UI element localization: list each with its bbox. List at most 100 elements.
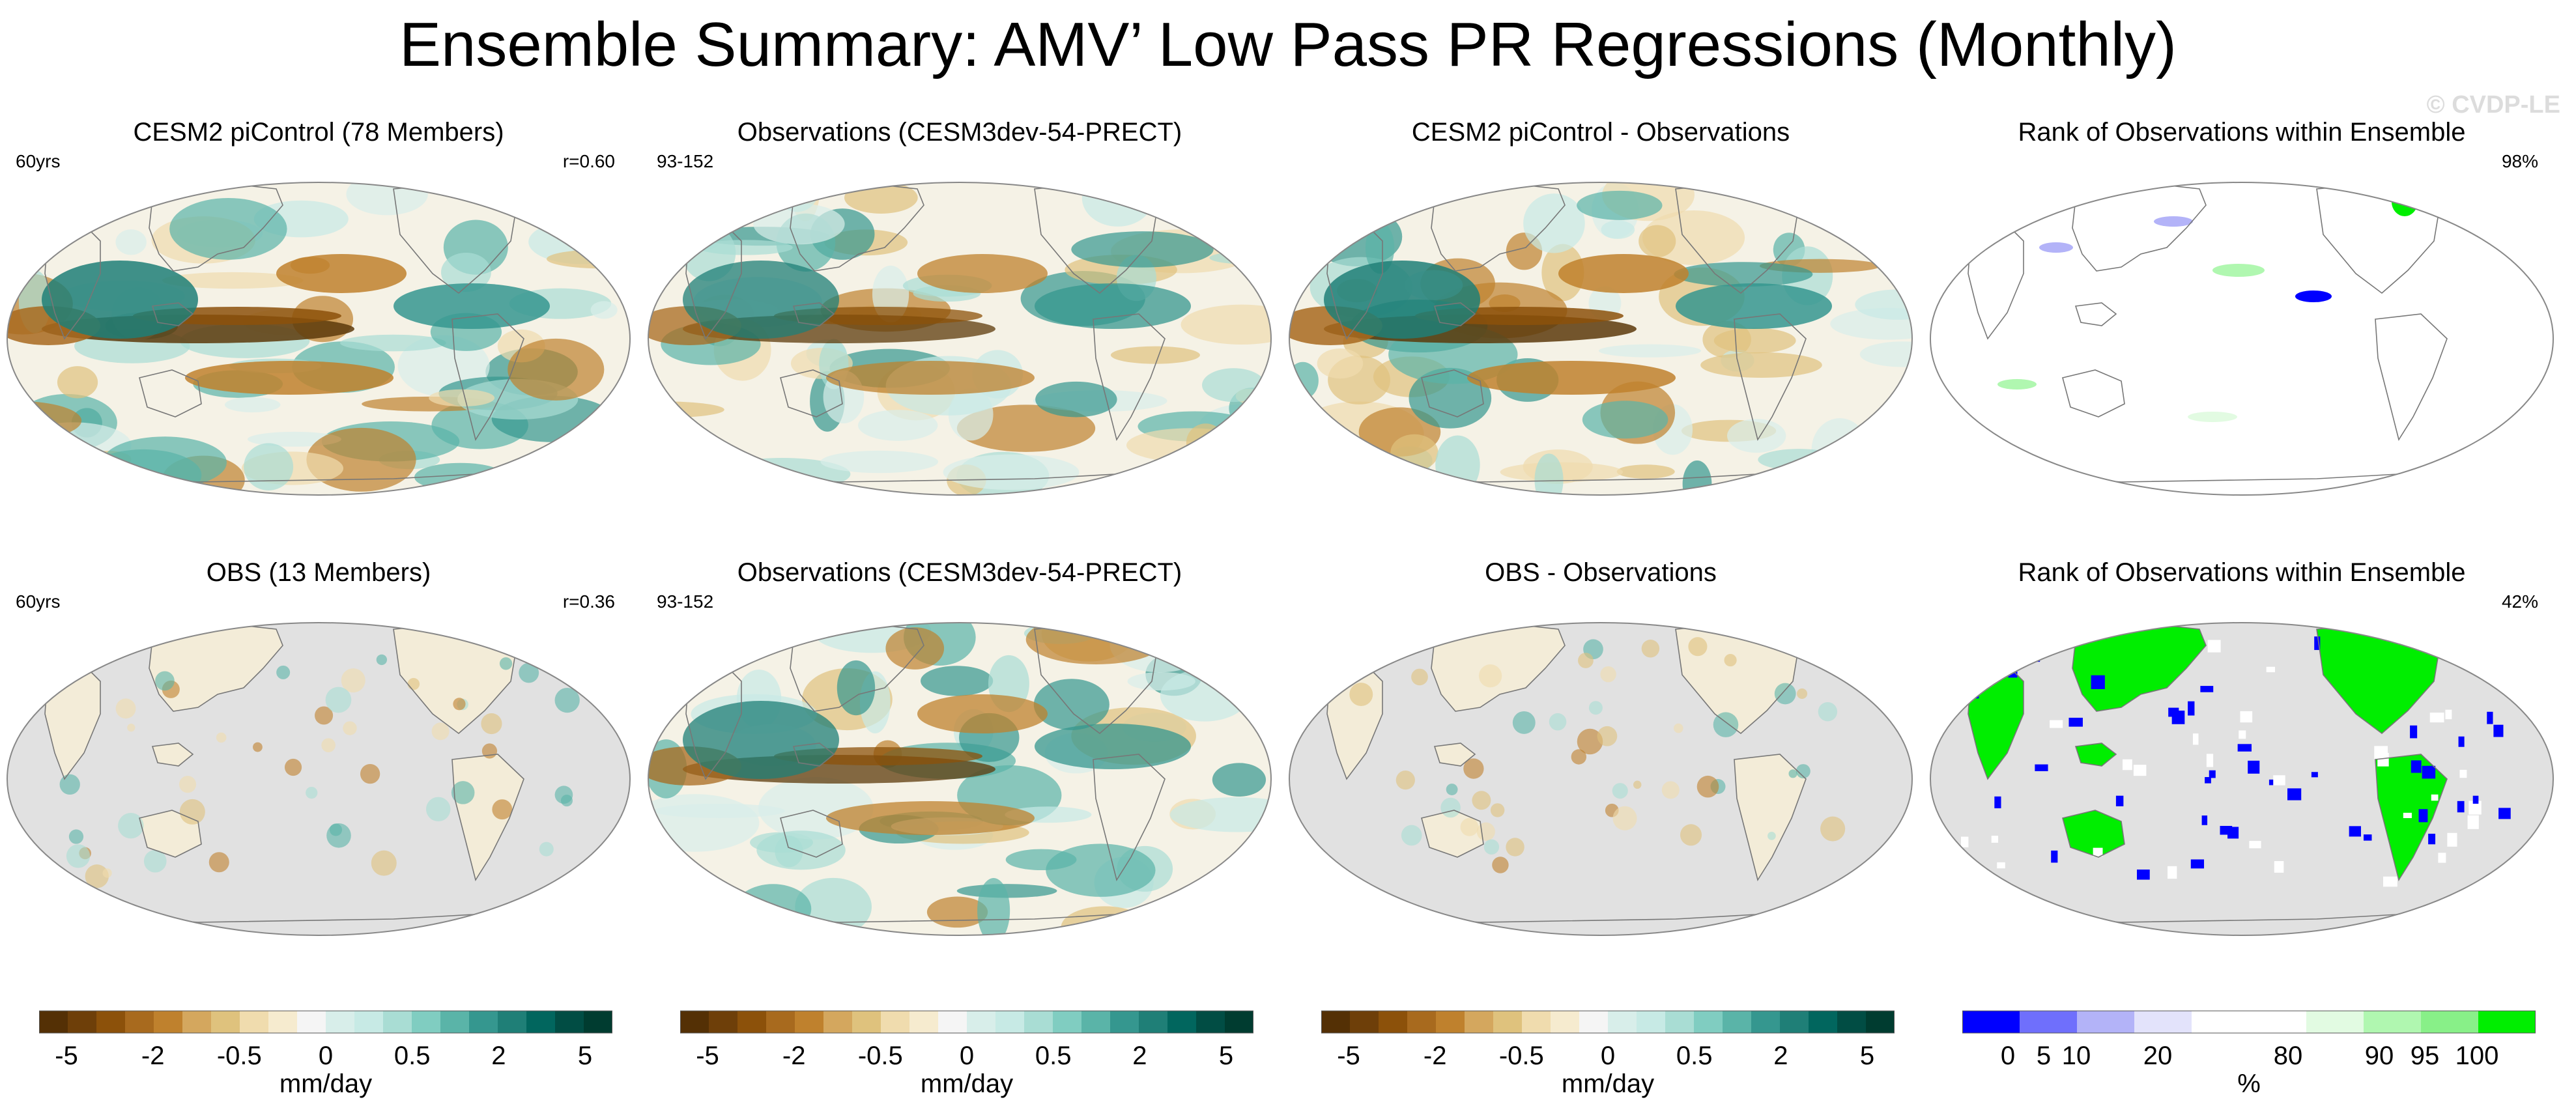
precip-blob <box>1577 190 1663 220</box>
land-precip-spot <box>1463 758 1484 779</box>
colorbar-tick-label: 5 <box>578 1041 592 1070</box>
rank-patch <box>2392 188 2418 216</box>
colorbar-tick-label: -2 <box>1424 1041 1447 1070</box>
map-outline <box>648 182 1272 496</box>
colorbar-swatch <box>1436 1011 1465 1033</box>
precip-blob <box>1317 348 1364 379</box>
rank-patch <box>2521 236 2542 246</box>
rank-cell <box>2273 775 2285 786</box>
rank-cell <box>2457 800 2465 813</box>
land-precip-spot <box>560 795 573 807</box>
land-precip-spot <box>1641 640 1660 658</box>
precip-blob <box>1297 182 1366 216</box>
colorbar-unit: mm/day <box>1561 1069 1655 1098</box>
colorbar-swatch <box>1665 1011 1695 1033</box>
colorbar-swatch <box>182 1011 212 1033</box>
precip-blob <box>1005 849 1077 871</box>
precip-blob <box>590 301 618 319</box>
rank-cell <box>2035 764 2048 771</box>
colorbar-swatch <box>1350 1011 1379 1033</box>
rank-cell <box>2201 815 2208 825</box>
colorbar-swatch <box>2306 1011 2364 1033</box>
land-precip-spot <box>115 698 136 719</box>
precip-band <box>1558 254 1689 293</box>
colorbar-swatch <box>680 1011 709 1033</box>
precip-blob <box>224 397 281 413</box>
rank-cell <box>2410 725 2418 739</box>
map-outline <box>1930 622 2554 936</box>
land-precip-spot <box>539 842 554 857</box>
colorbar-swatch <box>440 1011 470 1033</box>
coastline-europe <box>1216 203 1270 248</box>
panel-title: CESM2 piControl (78 Members) <box>133 118 504 147</box>
land-precip-spot <box>1549 713 1567 731</box>
land-precip-spot <box>306 786 318 799</box>
panel-right-label: r=0.36 <box>562 591 615 612</box>
colorbar-tick-label: 5 <box>1860 1041 1874 1070</box>
precip-blob <box>1212 763 1267 797</box>
colorbar-swatch <box>1196 1011 1225 1033</box>
rank-cell <box>2447 832 2457 847</box>
land-precip-spot <box>451 781 475 804</box>
precip-blob <box>1289 361 1319 399</box>
rank-patch <box>2212 264 2265 277</box>
rank-patch <box>1997 379 2037 390</box>
coastline-australia <box>780 369 843 418</box>
colorbar-swatch <box>909 1011 939 1033</box>
rank-cell <box>2438 853 2446 863</box>
colorbar-swatch <box>268 1011 298 1033</box>
colorbar-swatch <box>1694 1011 1723 1033</box>
colorbar-tick-label: -0.5 <box>1499 1041 1544 1070</box>
precip-blob <box>648 629 678 692</box>
coastline-south-america <box>451 313 524 442</box>
precip-blob <box>1859 341 1912 367</box>
panel-cesm2-picontrol: CESM2 piControl (78 Members) 60yrs r=0.6… <box>3 117 635 547</box>
rank-cell <box>2192 733 2199 745</box>
precip-blob <box>1435 435 1480 494</box>
precip-blob <box>667 640 697 654</box>
precip-blob <box>440 252 491 292</box>
coastline-europe <box>575 643 629 688</box>
precip-band <box>1035 283 1191 329</box>
precip-blob <box>7 182 59 212</box>
precip-band <box>917 694 1048 733</box>
colorbar-tick-label: 2 <box>491 1041 506 1070</box>
rank-cell <box>2209 770 2216 778</box>
land-precip-spot <box>1577 728 1603 755</box>
rank-cell <box>2349 826 2361 837</box>
colorbar-swatch <box>326 1011 355 1033</box>
precip-blob <box>57 366 98 399</box>
land-precip-spot <box>1597 726 1618 746</box>
colorbar-swatch <box>1225 1011 1253 1033</box>
rank-patch <box>2154 216 2193 227</box>
land-precip-spot <box>1673 723 1683 733</box>
land-precip-spot <box>1571 749 1587 765</box>
land-precip-spot <box>341 668 365 693</box>
colorbar-swatch <box>39 1011 68 1033</box>
land-precip-spot <box>1724 654 1737 667</box>
colorbar-swatch <box>297 1011 326 1033</box>
colorbar-swatch <box>1407 1011 1437 1033</box>
colorbar-swatch <box>1053 1011 1082 1033</box>
precip-blob <box>753 203 845 245</box>
colorbar-swatch <box>2134 1011 2192 1033</box>
panel-right-label: 98% <box>2501 151 2538 171</box>
coastline-europe <box>1216 643 1270 688</box>
rank-cell <box>1997 862 2005 869</box>
precip-blob <box>162 272 304 289</box>
coastline-asia <box>1431 182 1566 272</box>
precip-blob <box>820 450 939 474</box>
colorbar-swatch <box>555 1011 584 1033</box>
land-region-europe <box>1858 644 1910 688</box>
colorbar-swatch <box>154 1011 183 1033</box>
globe-map <box>1930 622 2554 936</box>
colorbar-swatch <box>1081 1011 1111 1033</box>
rank-cell <box>1994 796 2001 808</box>
panel-title: CESM2 piControl - Observations <box>1411 118 1790 147</box>
panel-left-label: 93-152 <box>657 151 714 171</box>
rank-cell <box>2493 724 2504 737</box>
precip-band <box>276 254 407 293</box>
land-region-europe <box>576 644 628 688</box>
precip-blob <box>685 470 799 490</box>
land-precip-spot <box>1633 780 1642 789</box>
